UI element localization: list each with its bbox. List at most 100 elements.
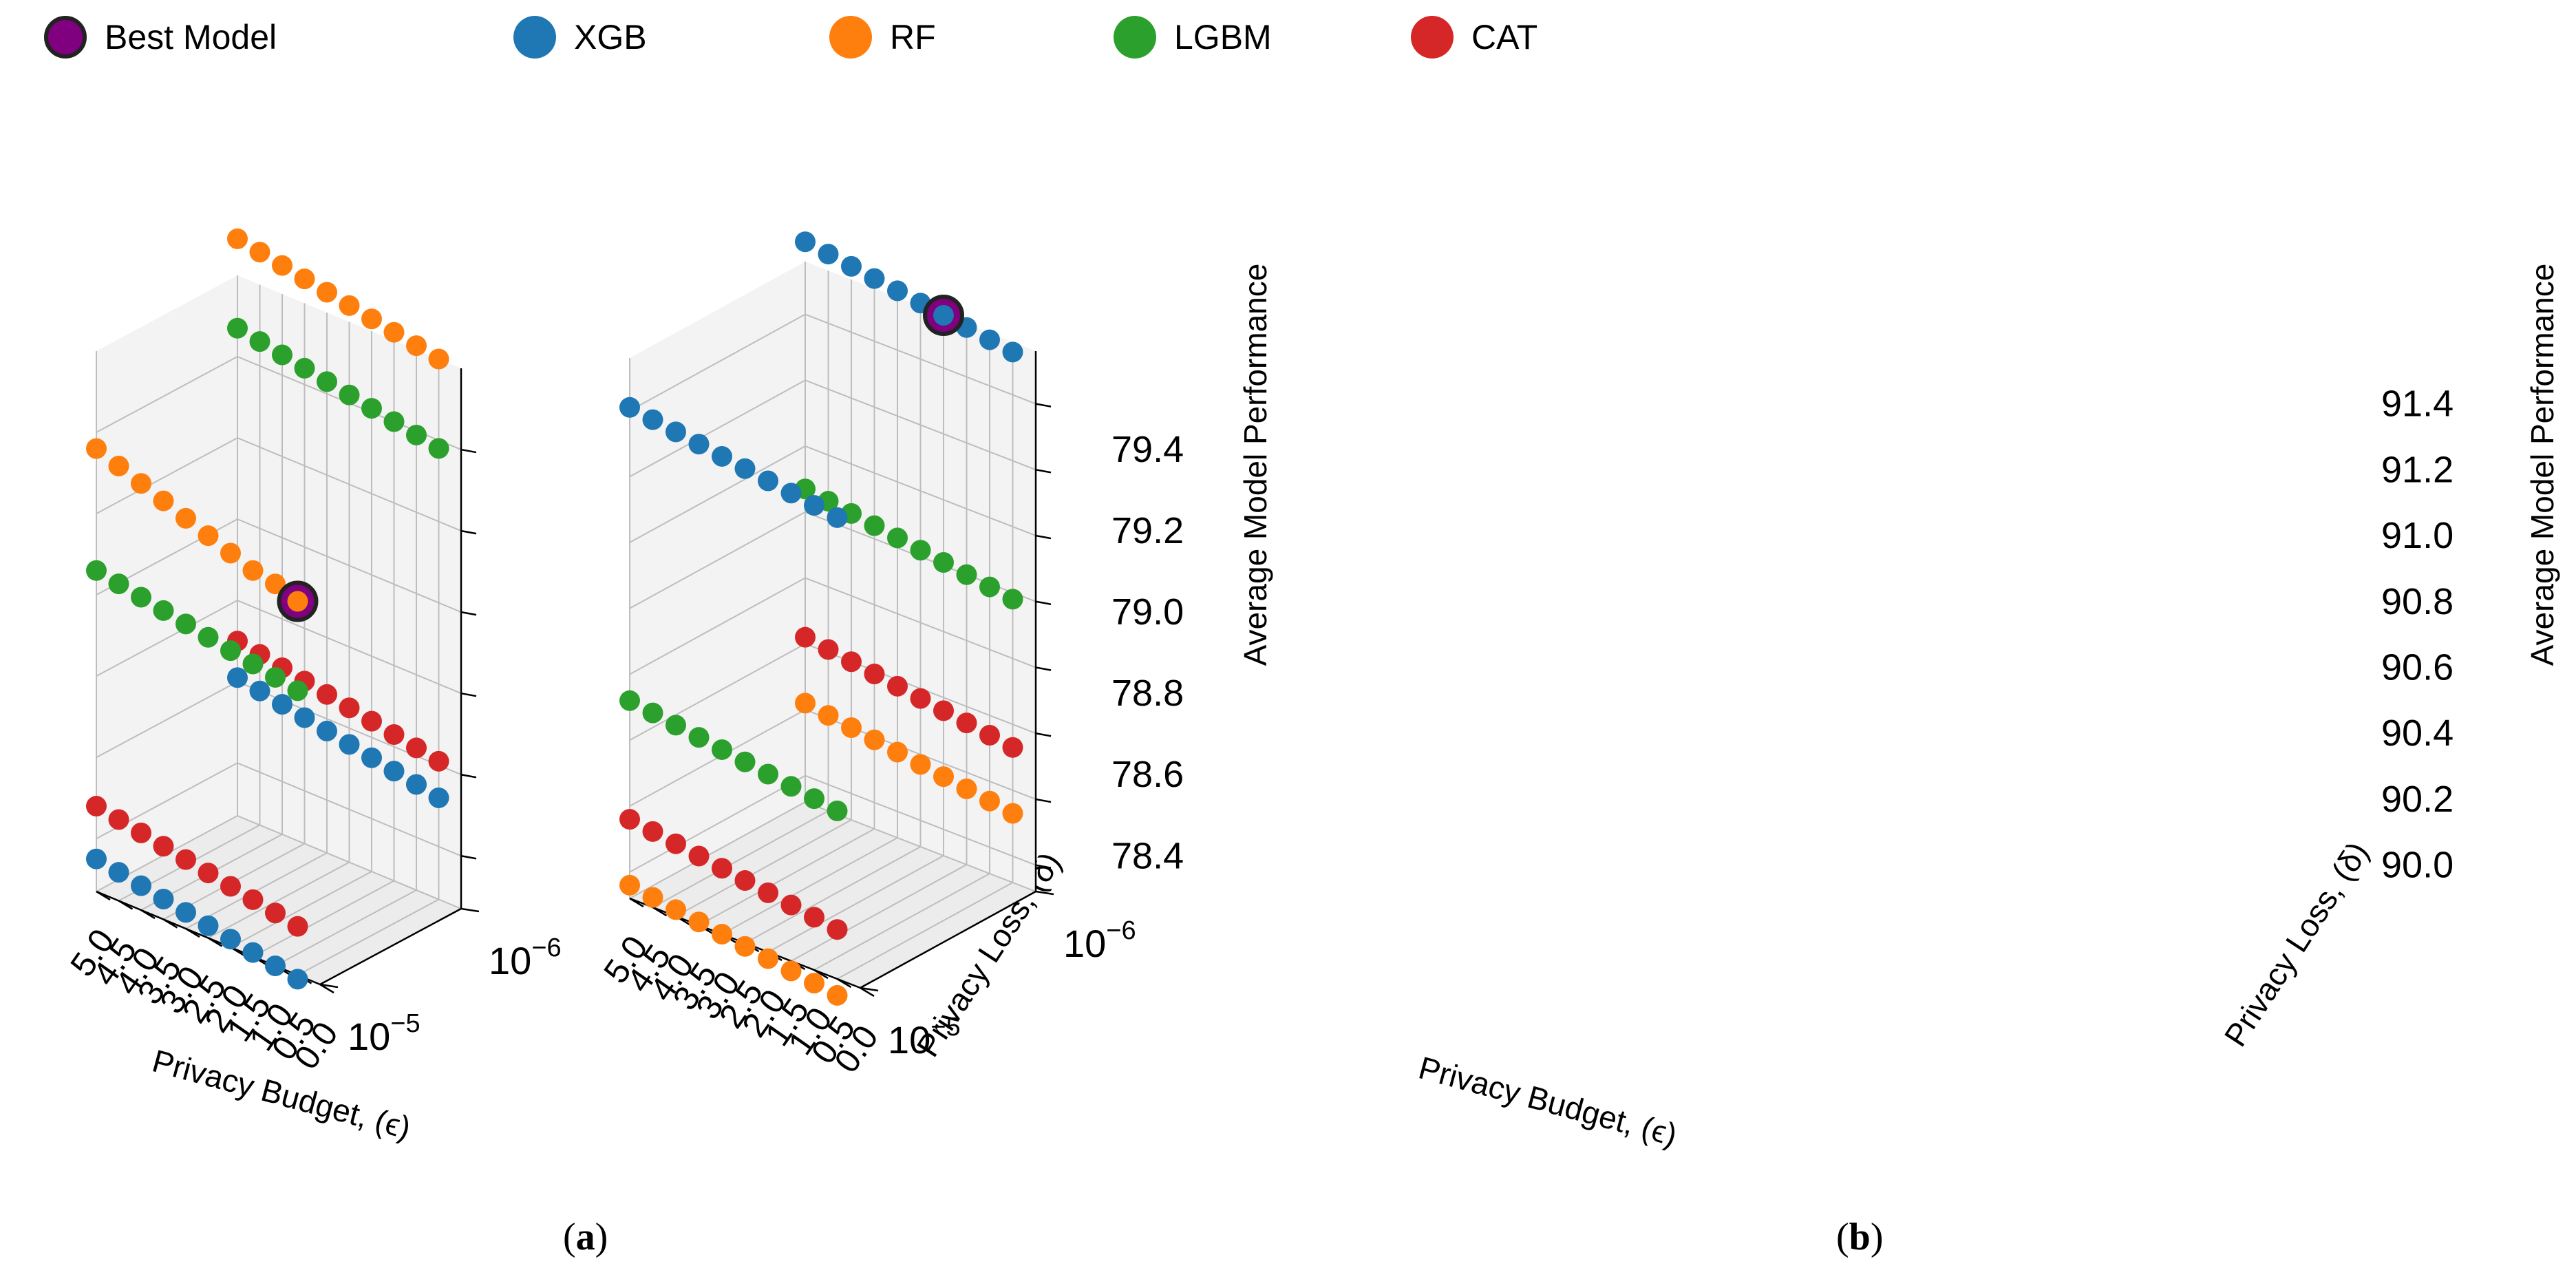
- caption-a: (a): [563, 1216, 608, 1258]
- panel-a-point-cat: [153, 836, 174, 857]
- legend-best-model: Best Model: [44, 12, 277, 62]
- panel-a-z-tick-label: 79.0: [1111, 591, 1184, 633]
- panel-a-point-rf: [272, 255, 292, 276]
- panel-a-point-rf: [249, 242, 270, 263]
- panel-a-point-cat: [265, 903, 286, 924]
- panel-a-point-rf: [242, 560, 264, 581]
- panel-a-left-pane: [96, 275, 237, 891]
- panel-a-point-xgb: [86, 848, 107, 869]
- panel-a-left-grid-z: [96, 681, 238, 759]
- panel-a-point-cat: [108, 809, 129, 830]
- panel-a-point-rf: [265, 573, 286, 595]
- panel-a-point-lgbm: [406, 424, 427, 445]
- panel-a-point-xgb: [108, 862, 129, 883]
- panel-a-point-rf: [153, 490, 174, 511]
- panel-a-point-lgbm: [198, 626, 219, 648]
- legend-lgbm-marker: [1114, 16, 1156, 59]
- panel-a-back-grid-z: [237, 437, 462, 532]
- panel-a-point-xgb: [153, 888, 174, 909]
- legend-best-model-label: Best Model: [105, 18, 277, 56]
- panel-a-z-tick-mark: [460, 855, 477, 860]
- panel-a-x-tick-mark: [207, 937, 223, 947]
- panel-a-point-rf: [294, 268, 315, 290]
- legend-cat: CAT: [1411, 12, 1537, 62]
- panel-a-point-lgbm: [428, 438, 449, 459]
- panel-a-point-cat: [428, 750, 449, 772]
- panel-a-point-rf: [428, 348, 449, 370]
- panel-a-point-rf: [175, 507, 196, 529]
- panel-a-x-tick-mark: [140, 909, 156, 920]
- panel-a-z-tick-mark: [460, 773, 477, 779]
- legend-cat-marker: [1411, 16, 1454, 59]
- panel-a-y-tick-base: 10: [348, 1015, 390, 1058]
- panel-a-back-grid-z: [237, 762, 462, 857]
- panel-a-best-model-point: [287, 591, 308, 612]
- panel-a-point-rf: [339, 295, 360, 316]
- caption-b-letter: b: [1849, 1216, 1871, 1258]
- panel-a-point-xgb: [317, 720, 337, 741]
- panel-a-z-tick-label: 78.6: [1111, 754, 1184, 795]
- legend-cat-label: CAT: [1471, 18, 1538, 56]
- panel-a-point-lgbm: [220, 640, 241, 662]
- panel-a-point-lgbm: [383, 411, 405, 432]
- panel-a-point-lgbm: [265, 666, 286, 688]
- panel-a-point-rf: [317, 282, 337, 303]
- panel-a-x-tick-mark: [319, 983, 334, 994]
- panel-a-point-rf: [220, 542, 241, 564]
- panel-a-floor-grid-eps: [297, 898, 439, 976]
- panel-a-left-grid-z: [96, 356, 238, 433]
- panel-a-point-lgbm: [249, 331, 270, 352]
- panel-a-point-lgbm: [339, 384, 360, 405]
- panel-a-point-xgb: [339, 734, 360, 755]
- legend-xgb: XGB: [513, 12, 647, 62]
- panel-a-point-lgbm: [153, 600, 174, 621]
- panel-a-point-xgb: [361, 747, 382, 768]
- panel-a-z-axis-title: Average Model Performance: [1237, 264, 1273, 666]
- caption-b: (b): [1836, 1216, 1884, 1258]
- panel-a-point-cat: [383, 724, 405, 746]
- legend-lgbm-label: LGBM: [1174, 18, 1272, 56]
- panel-a-point-xgb: [249, 680, 270, 701]
- panel-a-point-xgb: [198, 915, 219, 936]
- panel-a-y-axis-title: Privacy Loss, (δ): [909, 845, 1067, 1063]
- panel-a-x-tick-mark: [96, 890, 111, 901]
- panel-a-x-tick-mark: [185, 927, 200, 938]
- panel-a-z-tick-label: 78.4: [1111, 835, 1184, 876]
- legend-rf-marker: [829, 16, 872, 59]
- legend-best-model-marker: [44, 16, 87, 59]
- panel-a-point-lgbm: [317, 371, 337, 392]
- panel-a-floor-grid-eps: [253, 880, 394, 958]
- panel-a-point-lgbm: [227, 317, 248, 339]
- panel-a-y-tick-exponent: −6: [531, 933, 561, 962]
- panel-a-point-rf: [86, 438, 107, 459]
- panel-a-point-rf: [383, 321, 405, 343]
- panel-a-left-grid-z: [96, 600, 238, 677]
- panel-a-point-xgb: [131, 875, 151, 896]
- panel-a-point-xgb: [383, 761, 405, 782]
- panel-a-point-cat: [317, 684, 337, 705]
- panel-a-y-tick-label: 10−6: [489, 933, 562, 982]
- panel-a-y-tick-exponent: −5: [390, 1009, 420, 1038]
- panel-a-z-tick-label: 79.2: [1111, 510, 1184, 551]
- panel-a-point-lgbm: [287, 680, 308, 701]
- panel-a-x-tick-mark: [118, 900, 134, 910]
- panel-a-point-cat: [86, 796, 107, 817]
- panel-a-point-xgb: [406, 774, 427, 795]
- panel-a-point-xgb: [287, 969, 308, 990]
- panel-a-y-tick-label: 10−5: [348, 1009, 421, 1058]
- panel-a-point-lgbm: [108, 573, 129, 595]
- panel-a-point-cat: [175, 849, 196, 870]
- panel-a-z-tick-mark: [460, 529, 477, 535]
- panel-a-point-lgbm: [175, 613, 196, 635]
- panel-a-point-xgb: [428, 787, 449, 808]
- panel-a-z-tick-mark: [460, 448, 477, 454]
- panel-a-point-lgbm: [294, 357, 315, 379]
- caption-a-letter: a: [575, 1216, 595, 1258]
- panel-a-point-lgbm: [86, 560, 107, 581]
- panel-a-point-xgb: [227, 667, 248, 688]
- legend: Best Model XGB RF LGBM CAT: [0, 0, 2576, 76]
- panel-a-z-tick-label: 79.4: [1111, 429, 1184, 470]
- panel-a-point-cat: [339, 697, 360, 719]
